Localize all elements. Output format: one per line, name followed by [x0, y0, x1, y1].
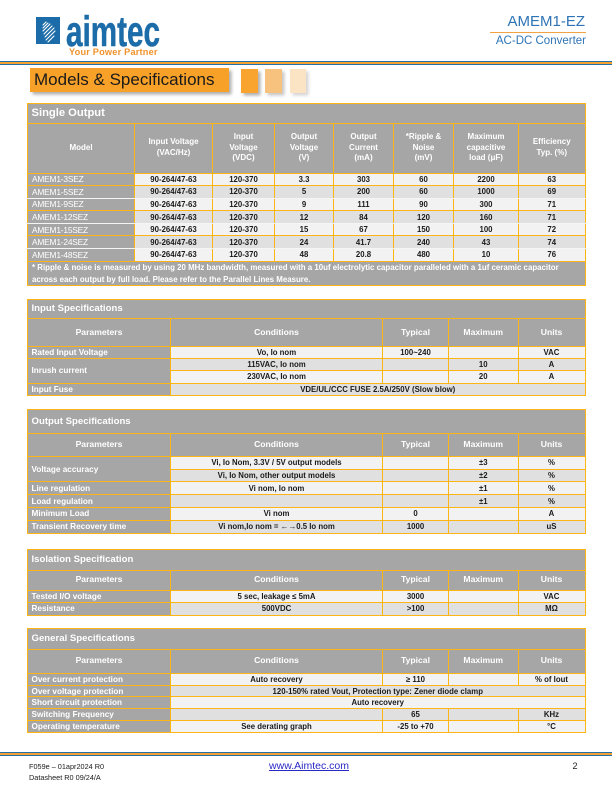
svg-text:aimtec: aimtec — [66, 8, 160, 50]
